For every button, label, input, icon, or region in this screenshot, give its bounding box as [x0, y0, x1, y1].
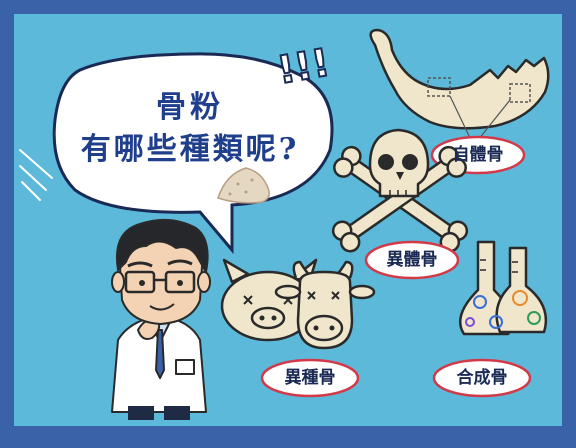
- jawbone-icon: [369, 28, 550, 141]
- exclamation-marks: !!!: [273, 39, 334, 93]
- svg-text:!!!: !!!: [274, 40, 333, 92]
- label-autograft: 自體骨: [452, 145, 504, 165]
- motion-lines: [19, 149, 53, 201]
- cow-icon: [274, 260, 376, 350]
- lab-flasks-icon: [459, 240, 548, 336]
- bottom-band: [0, 426, 576, 448]
- label-synthetic: 合成骨: [456, 368, 508, 388]
- headline-line-1: 骨粉: [156, 90, 224, 125]
- headline-line-2: 有哪些種類呢?: [80, 132, 300, 167]
- label-xenograft: 異種骨: [284, 368, 336, 388]
- label-allograft: 異體骨: [386, 250, 438, 270]
- label-ring-synthetic: [432, 358, 532, 398]
- skull-crossbones-icon: [331, 128, 469, 253]
- doctor-figure: [111, 218, 211, 420]
- label-ring-xenograft: [260, 358, 360, 398]
- headline: 骨粉 有哪些種類呢?: [40, 88, 340, 170]
- label-ring-allograft: [364, 240, 460, 280]
- powder-pile-icon: [217, 167, 270, 204]
- speech-bubble-icon: [52, 52, 334, 255]
